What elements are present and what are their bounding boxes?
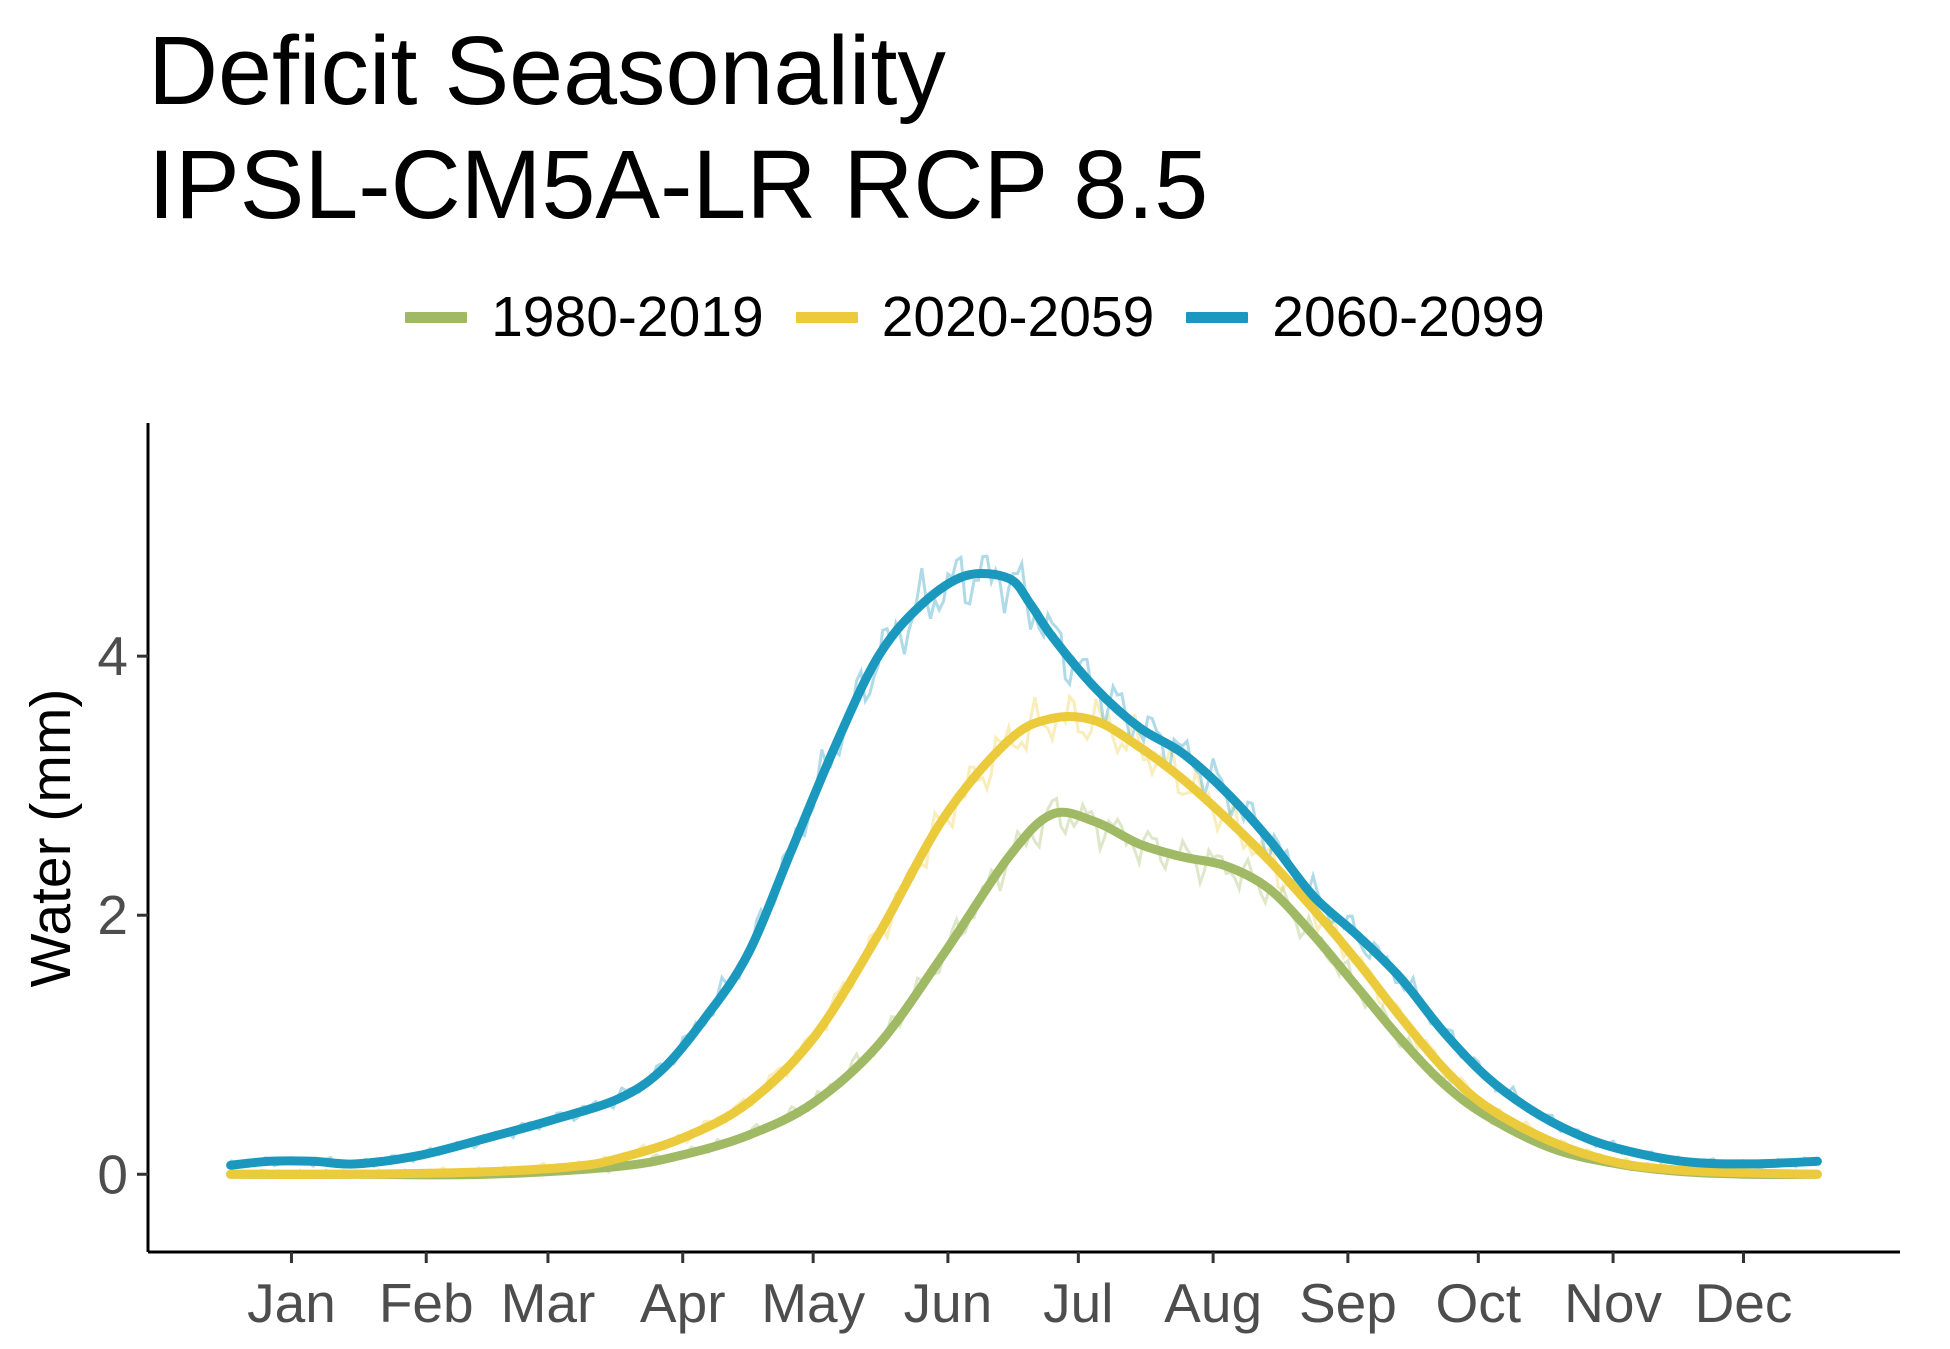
y-axis-title: Water (mm) <box>19 689 83 988</box>
legend: 1980-2019 2020-2059 2060-2099 <box>0 282 1950 352</box>
legend-label: 2020-2059 <box>881 285 1155 349</box>
chart-title: Deficit Seasonality <box>148 16 946 125</box>
x-tick-label: Nov <box>1564 1272 1662 1334</box>
series-raw-1980-2019 <box>230 796 1819 1176</box>
series-line-2060-2099 <box>226 568 1822 1170</box>
x-tick-label: Oct <box>1436 1272 1522 1334</box>
legend-item: 2020-2059 <box>795 284 1155 350</box>
x-tick-label: Dec <box>1695 1272 1793 1334</box>
x-tick-label: Jul <box>1043 1272 1113 1334</box>
y-tick-label: 0 <box>97 1143 128 1205</box>
x-tick-label: Apr <box>640 1272 726 1334</box>
x-tick-label: Jun <box>904 1272 993 1334</box>
legend-item: 2060-2099 <box>1186 284 1545 350</box>
title-block: Deficit Seasonality IPSL-CM5A-LR RCP 8.5 <box>148 14 1208 242</box>
chart-subtitle: IPSL-CM5A-LR RCP 8.5 <box>148 130 1209 239</box>
y-ticks: 0 2 4 <box>97 625 148 1205</box>
x-tick-label: May <box>761 1272 865 1334</box>
series-line-2020-2059 <box>226 711 1822 1179</box>
x-tick-label: Jan <box>247 1272 336 1334</box>
legend-item: 1980-2019 <box>405 284 764 350</box>
series-raw-2060-2099 <box>229 554 1818 1171</box>
series-raw-2020-2059 <box>230 693 1818 1176</box>
legend-label: 1980-2019 <box>491 285 764 349</box>
x-tick-label: Mar <box>501 1272 596 1334</box>
y-tick-label: 4 <box>97 625 128 687</box>
x-tick-label: Sep <box>1299 1272 1397 1334</box>
x-tick-label: Aug <box>1164 1272 1262 1334</box>
legend-key <box>1186 311 1249 323</box>
series-line-1980-2019 <box>226 807 1822 1180</box>
x-ticks: Jan Feb Mar Apr May Jun Jul Aug Sep Oct Nov Dec <box>247 1252 1792 1334</box>
legend-key <box>795 311 858 323</box>
x-tick-label: Feb <box>379 1272 474 1334</box>
series-layer <box>226 554 1822 1180</box>
y-tick-label: 2 <box>97 884 128 946</box>
legend-key <box>405 311 468 323</box>
legend-label: 2060-2099 <box>1272 285 1545 349</box>
